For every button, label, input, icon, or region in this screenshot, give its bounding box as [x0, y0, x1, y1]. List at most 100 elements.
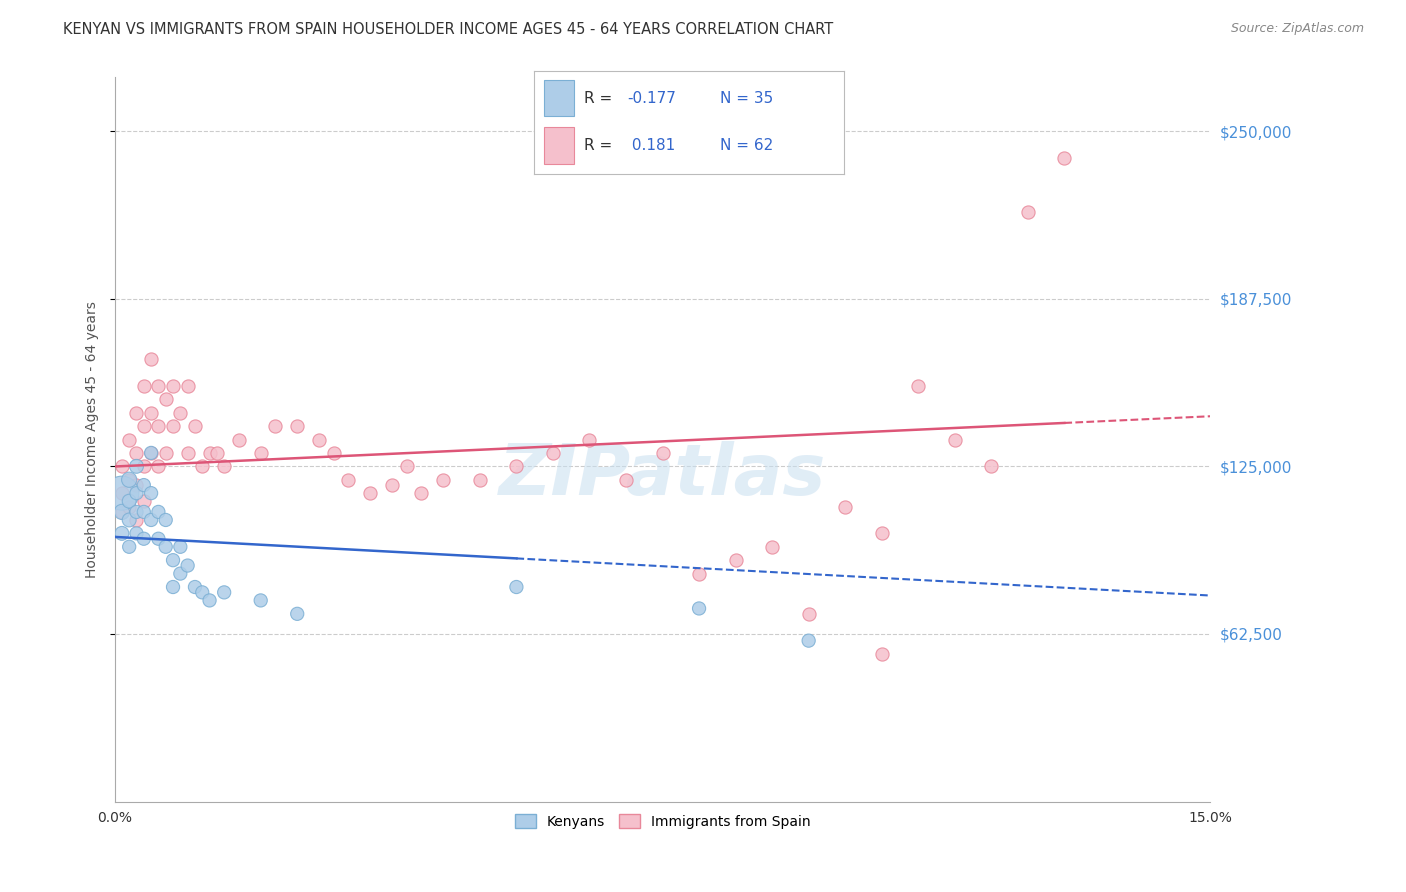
Point — [148, 532, 170, 546]
Point — [155, 513, 177, 527]
Point — [249, 446, 271, 460]
Point — [139, 513, 162, 527]
Point — [148, 505, 170, 519]
Point — [943, 433, 966, 447]
Point — [688, 601, 710, 615]
Point — [125, 486, 148, 500]
Point — [139, 352, 162, 367]
Point — [337, 473, 360, 487]
Point — [111, 505, 134, 519]
Point — [797, 607, 820, 621]
Point — [125, 459, 148, 474]
Point — [198, 593, 221, 607]
Point — [132, 505, 155, 519]
Point — [432, 473, 454, 487]
Point — [228, 433, 250, 447]
Point — [118, 513, 141, 527]
Point — [162, 580, 184, 594]
Point — [468, 473, 491, 487]
Point — [212, 459, 235, 474]
Text: R =: R = — [583, 90, 617, 105]
Point — [198, 446, 221, 460]
Point — [308, 433, 330, 447]
Point — [139, 486, 162, 500]
Point — [176, 558, 198, 573]
Text: -0.177: -0.177 — [627, 90, 676, 105]
Point — [125, 505, 148, 519]
Point — [111, 505, 134, 519]
Point — [125, 513, 148, 527]
Point — [132, 478, 155, 492]
Point — [118, 500, 141, 514]
Point — [111, 486, 134, 500]
Point — [125, 406, 148, 420]
Point — [191, 459, 214, 474]
Point — [322, 446, 344, 460]
Point — [724, 553, 747, 567]
Point — [205, 446, 228, 460]
Point — [381, 478, 404, 492]
Point — [118, 540, 141, 554]
Point — [578, 433, 600, 447]
Point — [870, 526, 893, 541]
Point — [125, 446, 148, 460]
Point — [118, 473, 141, 487]
Point — [125, 526, 148, 541]
Point — [834, 500, 856, 514]
Point — [111, 526, 134, 541]
Point — [132, 459, 155, 474]
Point — [614, 473, 637, 487]
Point — [118, 473, 141, 487]
Point — [162, 379, 184, 393]
Point — [411, 486, 433, 500]
Bar — [544, 127, 575, 163]
Y-axis label: Householder Income Ages 45 - 64 years: Householder Income Ages 45 - 64 years — [86, 301, 100, 578]
Point — [132, 419, 155, 434]
Point — [125, 478, 148, 492]
Point — [249, 593, 271, 607]
Point — [169, 406, 191, 420]
Text: Source: ZipAtlas.com: Source: ZipAtlas.com — [1230, 22, 1364, 36]
Point — [169, 566, 191, 581]
Point — [111, 459, 134, 474]
Point — [155, 540, 177, 554]
Point — [111, 486, 134, 500]
Point — [139, 406, 162, 420]
Point — [870, 647, 893, 661]
Point — [155, 392, 177, 407]
Text: R =: R = — [583, 137, 621, 153]
Point — [541, 446, 564, 460]
Point — [139, 446, 162, 460]
Point — [395, 459, 418, 474]
Point — [132, 494, 155, 508]
Point — [118, 494, 141, 508]
Point — [212, 585, 235, 599]
Bar — [544, 79, 575, 117]
Point — [148, 419, 170, 434]
Text: 0.181: 0.181 — [627, 137, 675, 153]
Point — [285, 607, 308, 621]
Point — [264, 419, 287, 434]
Point — [651, 446, 673, 460]
Point — [907, 379, 929, 393]
Point — [184, 580, 207, 594]
Point — [980, 459, 1002, 474]
Point — [132, 379, 155, 393]
Text: KENYAN VS IMMIGRANTS FROM SPAIN HOUSEHOLDER INCOME AGES 45 - 64 YEARS CORRELATIO: KENYAN VS IMMIGRANTS FROM SPAIN HOUSEHOL… — [63, 22, 834, 37]
Legend: Kenyans, Immigrants from Spain: Kenyans, Immigrants from Spain — [509, 808, 815, 834]
Point — [1053, 151, 1076, 165]
Point — [191, 585, 214, 599]
Point — [118, 433, 141, 447]
Point — [359, 486, 381, 500]
Text: N = 62: N = 62 — [720, 137, 773, 153]
Point — [184, 419, 207, 434]
Point — [688, 566, 710, 581]
Point — [148, 379, 170, 393]
Point — [285, 419, 308, 434]
Point — [139, 446, 162, 460]
Point — [155, 446, 177, 460]
Point — [176, 446, 198, 460]
Text: N = 35: N = 35 — [720, 90, 773, 105]
Point — [797, 633, 820, 648]
Point — [169, 540, 191, 554]
